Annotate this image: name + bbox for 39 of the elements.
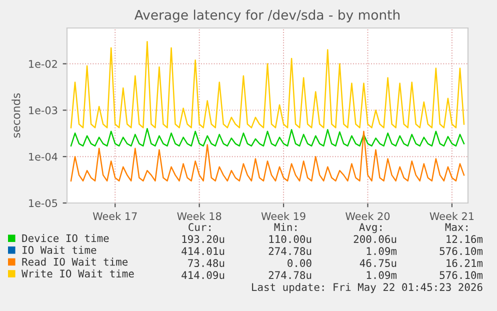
- text: 274.78u: [268, 247, 312, 256]
- text: 576.10m: [440, 247, 483, 256]
- chart-title: Average latency for /dev/sda - by month: [134, 10, 400, 22]
- y-tick-label: 1e-05: [29, 199, 58, 208]
- x-tick-label: Week 21: [430, 212, 474, 220]
- legend-label: Write IO Wait time: [22, 269, 134, 278]
- text: 576.10m: [440, 271, 483, 280]
- text: Min:: [274, 222, 296, 231]
- line-series: [70, 41, 465, 128]
- y-axis-title: seconds: [12, 93, 20, 138]
- text: 46.75u: [360, 259, 396, 268]
- text: 200.06u: [354, 235, 396, 244]
- legend-label: IO Wait time: [22, 246, 96, 254]
- text: 1.09m: [366, 247, 397, 256]
- text: 414.01u: [182, 247, 224, 256]
- x-tick-label: Week 20: [346, 212, 390, 220]
- text: Last update: Fri May 22 01:45:23 2026: [252, 282, 482, 294]
- text: 0.00: [288, 259, 312, 268]
- x-tick-label: Week 17: [92, 212, 137, 220]
- y-tick-label: 1e-03: [29, 106, 58, 114]
- line-series: [70, 130, 465, 182]
- text: 12.16m: [446, 235, 483, 244]
- legend-label: Device IO time: [22, 234, 109, 242]
- text: 414.09u: [182, 271, 224, 280]
- text: 193.20u: [182, 235, 224, 244]
- x-tick-label: Week 18: [177, 212, 222, 220]
- text: 1.09m: [366, 271, 397, 280]
- y-tick-label: 1e-02: [29, 60, 57, 68]
- x-tick-label: Week 19: [261, 212, 306, 220]
- text: Avg:: [359, 223, 382, 234]
- line-series: [70, 128, 465, 147]
- legend-label: Read IO Wait time: [22, 258, 128, 266]
- text: 274.78u: [268, 271, 312, 280]
- text: Max:: [445, 223, 468, 232]
- y-tick-label: 1e-04: [29, 152, 58, 161]
- text: 110.00u: [269, 235, 312, 244]
- text: 16.21m: [446, 259, 483, 268]
- text: Cur:: [188, 223, 210, 232]
- text: 73.48u: [188, 259, 224, 268]
